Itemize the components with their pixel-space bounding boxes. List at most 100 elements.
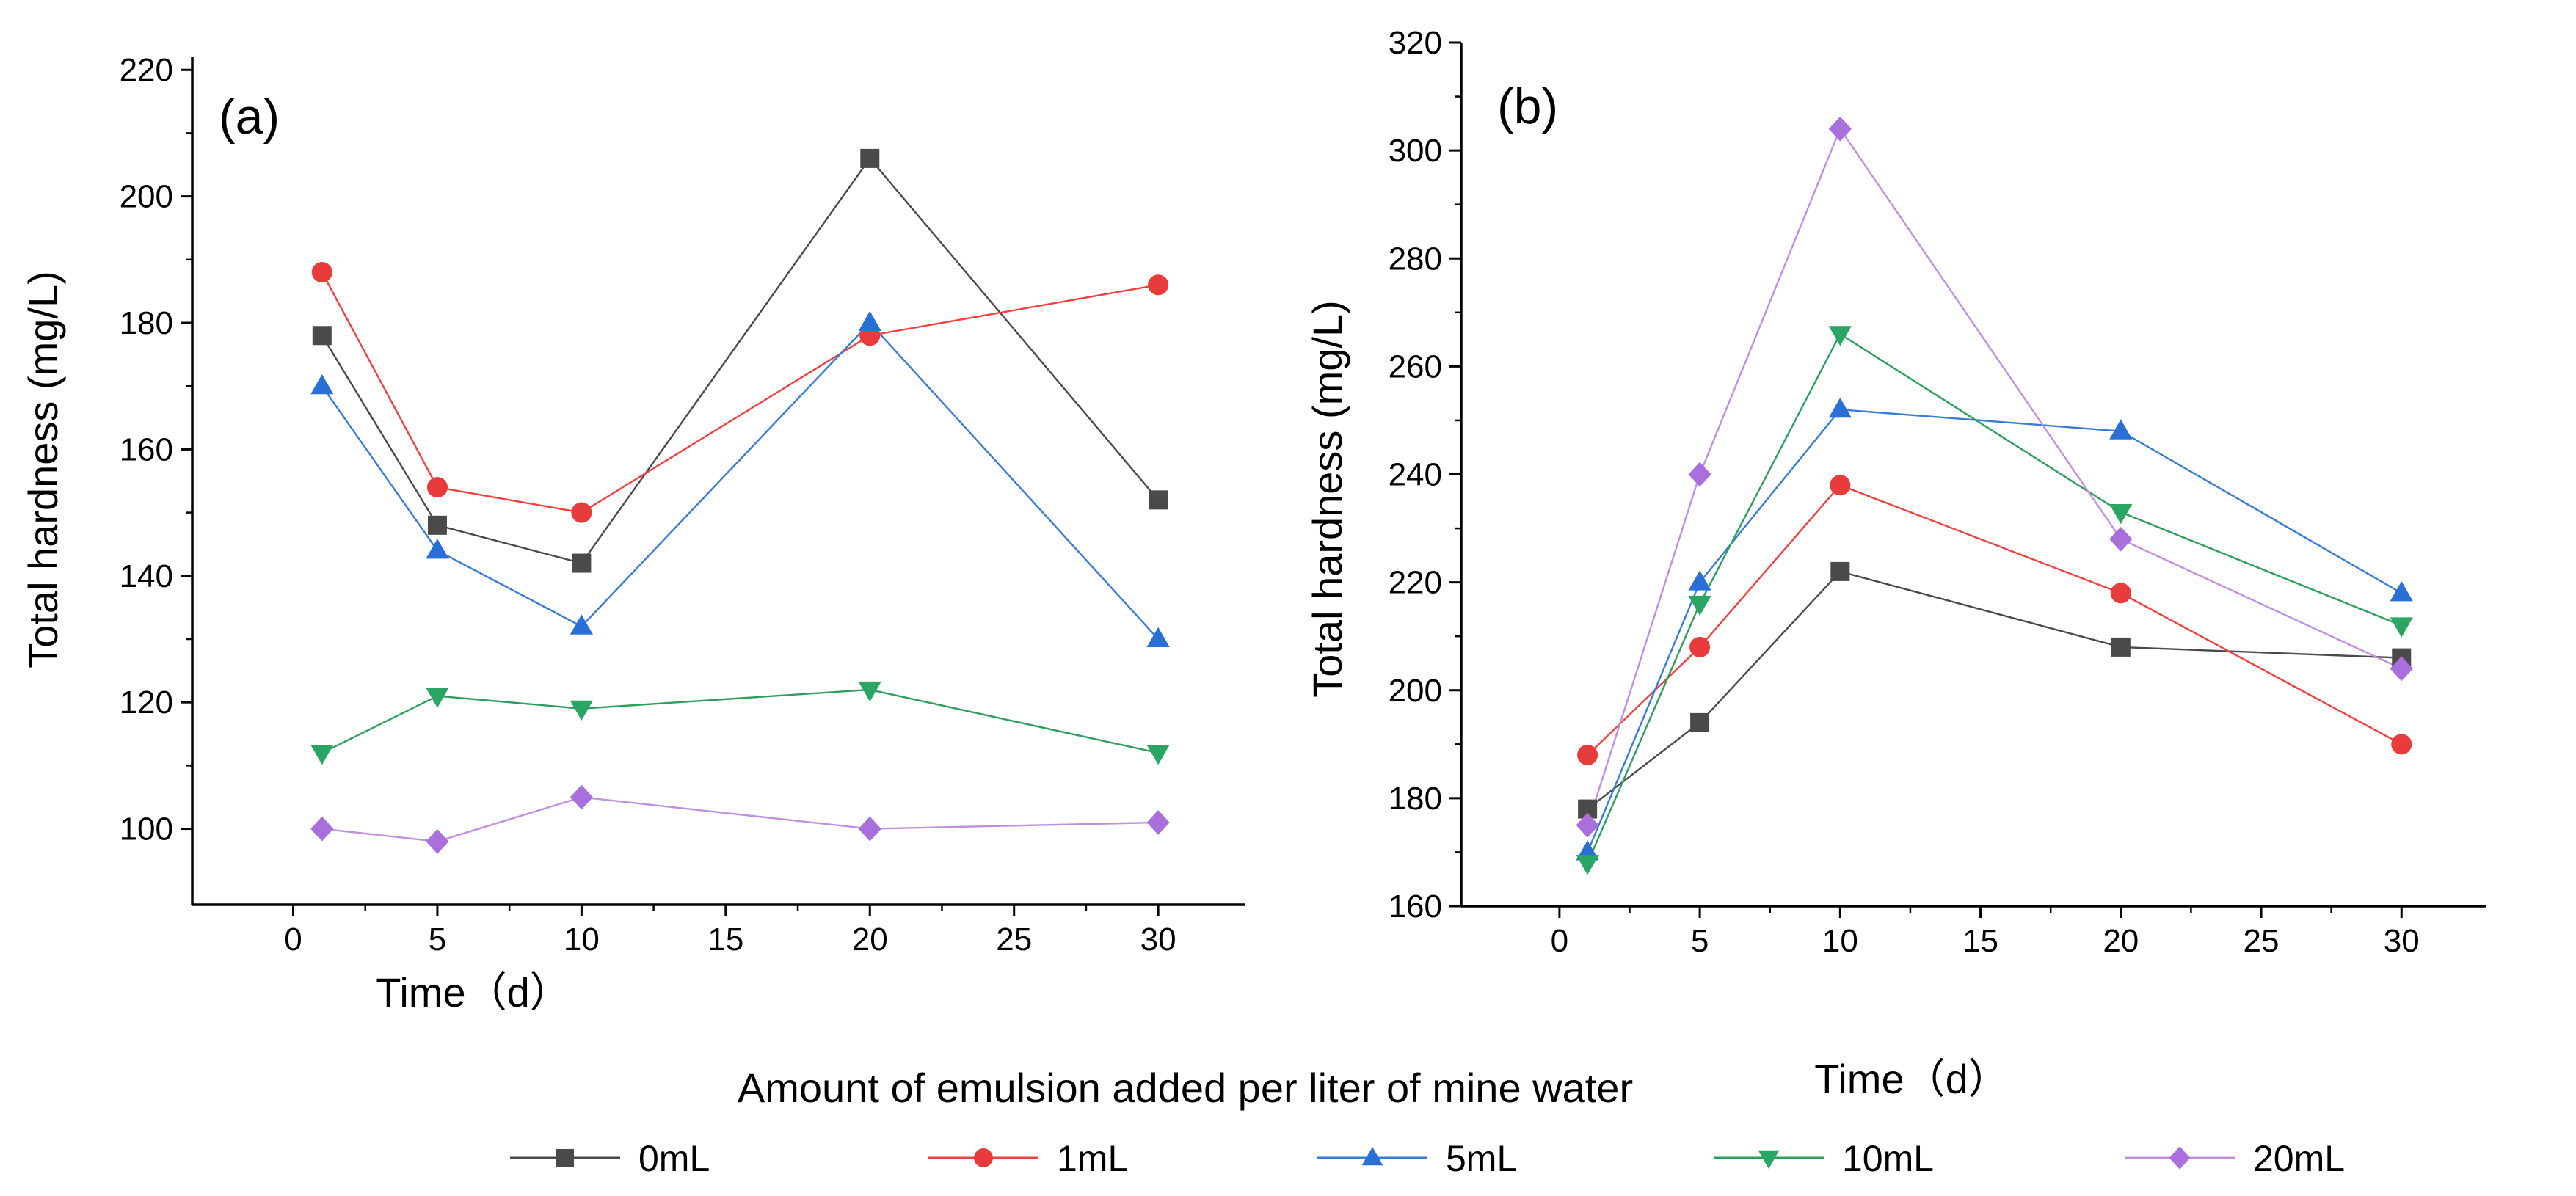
legend-marker xyxy=(974,1148,993,1167)
series-line-5mL xyxy=(321,321,1160,640)
y-tick-label: 280 xyxy=(1389,241,1442,277)
data-point-1mL xyxy=(2110,583,2131,604)
chart-a-xlabel: Time（d） xyxy=(376,969,571,1015)
y-tick-label: 320 xyxy=(1389,25,1442,61)
y-tick-label: 300 xyxy=(1389,133,1442,169)
data-point-0mL xyxy=(1690,712,1710,732)
data-point-10mL xyxy=(426,688,449,708)
data-point-5mL xyxy=(570,614,593,635)
data-point-0mL xyxy=(1149,490,1168,510)
x-tick-label: 30 xyxy=(1140,922,1176,958)
data-point-20mL xyxy=(1146,810,1170,835)
y-tick-label: 240 xyxy=(1389,457,1442,493)
x-tick-label: 15 xyxy=(1962,923,1998,959)
data-point-5mL xyxy=(2109,419,2133,440)
data-point-10mL xyxy=(1828,326,1852,346)
y-tick-label: 200 xyxy=(120,179,173,215)
chart-b-ylabel: Total hardness (mg/L) xyxy=(1304,300,1350,698)
data-point-0mL xyxy=(312,326,332,346)
data-point-0mL xyxy=(572,553,592,573)
data-point-5mL xyxy=(426,539,449,559)
data-point-0mL xyxy=(427,515,447,535)
data-point-10mL xyxy=(310,745,334,765)
data-point-20mL xyxy=(2109,526,2133,552)
data-point-5mL xyxy=(1688,570,1711,591)
x-tick-label: 0 xyxy=(1551,923,1568,959)
legend-item-1mL: 1mL xyxy=(928,1138,1128,1179)
y-tick-label: 220 xyxy=(1389,565,1442,601)
legend-marker xyxy=(1758,1150,1780,1169)
legend-item-20mL: 20mL xyxy=(2125,1138,2345,1179)
data-point-20mL xyxy=(426,828,449,854)
chart-b-xlabel: Time（d） xyxy=(1814,1056,2009,1102)
data-point-0mL xyxy=(860,148,880,168)
x-tick-label: 30 xyxy=(2384,923,2420,959)
x-tick-label: 10 xyxy=(564,922,600,958)
data-point-1mL xyxy=(1830,475,1851,496)
data-point-10mL xyxy=(570,700,593,721)
chart-a: 0 5 10 15 20 25 30 100 120 140 160 180 200 220 xyxy=(120,52,1245,958)
legend-label: 20mL xyxy=(2253,1138,2345,1179)
data-point-10mL xyxy=(1576,855,1599,875)
data-point-1mL xyxy=(1689,636,1711,657)
data-point-10mL xyxy=(2109,503,2133,525)
legend-item-5mL: 5mL xyxy=(1317,1138,1517,1179)
legend-marker xyxy=(2169,1146,2191,1170)
data-point-1mL xyxy=(2391,734,2412,755)
data-point-20mL xyxy=(2390,656,2413,682)
data-point-0mL xyxy=(1830,561,1850,581)
series-line-1mL xyxy=(321,271,1159,514)
x-tick-label: 10 xyxy=(1822,923,1858,959)
legend-label: 10mL xyxy=(1842,1138,1934,1179)
data-point-5mL xyxy=(310,373,334,395)
x-tick-label: 5 xyxy=(1691,923,1709,959)
y-tick-label: 160 xyxy=(1389,889,1442,925)
legend-label: 1mL xyxy=(1057,1138,1128,1179)
legend-title: Amount of emulsion added per liter of mi… xyxy=(738,1065,1633,1111)
data-point-20mL xyxy=(858,816,881,842)
y-tick-label: 180 xyxy=(120,305,173,341)
x-tick-label: 25 xyxy=(2244,923,2280,959)
legend-item-0mL: 0mL xyxy=(510,1138,710,1179)
data-point-1mL xyxy=(571,502,592,523)
legend-marker xyxy=(556,1149,574,1167)
series-line-20mL xyxy=(321,796,1159,843)
data-point-20mL xyxy=(1688,462,1711,487)
data-point-20mL xyxy=(310,816,334,842)
y-tick-label: 260 xyxy=(1389,349,1442,384)
legend: 0mL 1mL 5mL 10mL 20mL xyxy=(510,1138,2345,1179)
y-tick-label: 120 xyxy=(120,685,173,721)
series-line-0mL xyxy=(1587,570,2402,810)
chart-b: 0 5 10 15 20 25 30 160 180 200 220 240 260 280 300 320 xyxy=(1389,25,2486,959)
data-point-5mL xyxy=(858,310,881,332)
data-point-20mL xyxy=(1828,116,1852,142)
legend-marker xyxy=(1361,1147,1383,1166)
data-point-10mL xyxy=(1688,596,1711,616)
data-point-5mL xyxy=(2390,581,2413,602)
legend-label: 5mL xyxy=(1446,1138,1517,1179)
data-point-10mL xyxy=(858,681,881,702)
x-tick-label: 0 xyxy=(284,922,302,958)
series-line-10mL xyxy=(321,688,1159,754)
y-tick-label: 220 xyxy=(120,52,173,88)
chart-a-panel-label: (a) xyxy=(219,89,280,145)
data-point-20mL xyxy=(1576,812,1599,838)
data-point-5mL xyxy=(1146,627,1170,648)
x-tick-label: 20 xyxy=(2103,923,2139,959)
legend-item-10mL: 10mL xyxy=(1714,1138,1934,1179)
y-tick-label: 160 xyxy=(120,431,173,467)
legend-label: 0mL xyxy=(638,1138,710,1179)
y-tick-label: 100 xyxy=(120,812,173,847)
y-tick-label: 180 xyxy=(1389,781,1442,817)
data-point-1mL xyxy=(1148,274,1169,296)
data-point-10mL xyxy=(2390,617,2413,638)
x-tick-label: 5 xyxy=(429,922,446,958)
data-point-1mL xyxy=(311,262,332,283)
chart-b-panel-label: (b) xyxy=(1497,79,1558,134)
series-line-20mL xyxy=(1586,127,2402,826)
x-tick-label: 25 xyxy=(996,922,1032,958)
x-tick-label: 20 xyxy=(852,922,888,958)
x-tick-label: 15 xyxy=(707,922,743,958)
data-point-0mL xyxy=(2111,637,2131,657)
